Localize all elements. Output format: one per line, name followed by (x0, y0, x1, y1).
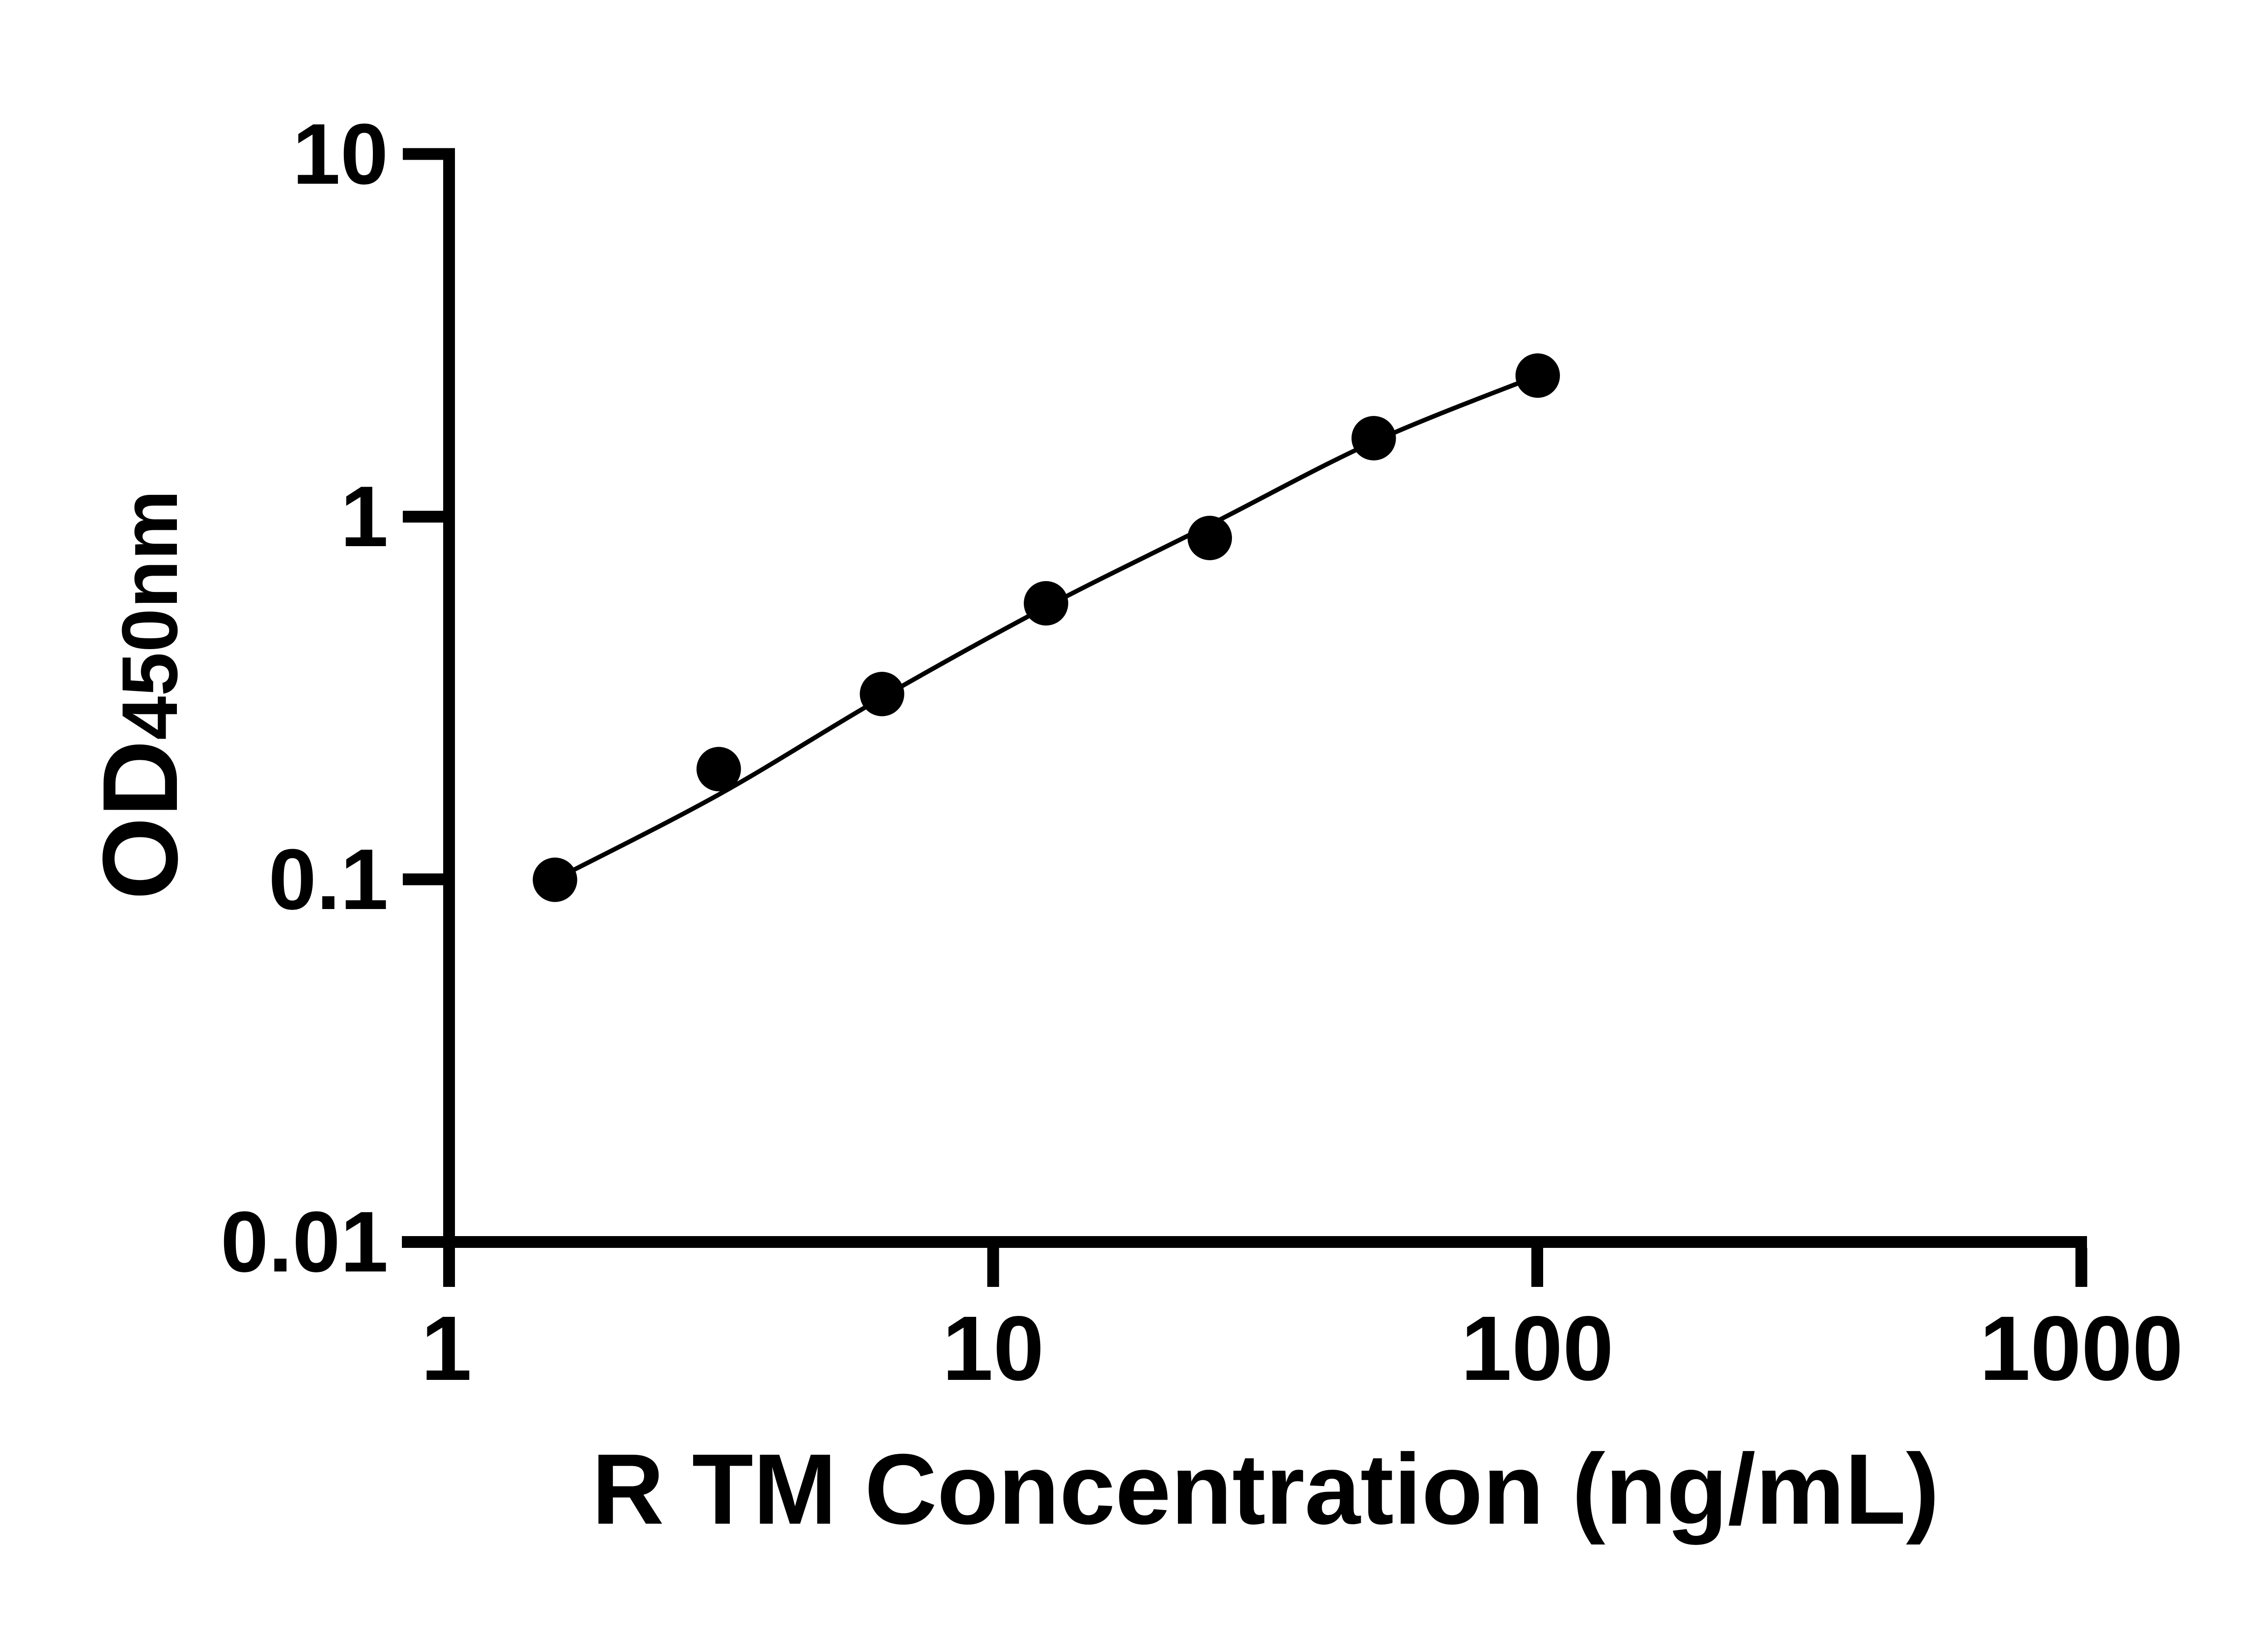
svg-text:0.01: 0.01 (220, 1194, 388, 1290)
svg-text:OD450nm: OD450nm (80, 490, 200, 900)
svg-text:10: 10 (942, 1297, 1044, 1399)
svg-text:0.1: 0.1 (269, 831, 388, 928)
svg-text:100: 100 (1461, 1297, 1613, 1399)
svg-text:1: 1 (340, 469, 388, 565)
svg-text:1000: 1000 (1980, 1297, 2183, 1399)
svg-text:10: 10 (293, 106, 388, 202)
svg-text:R TM Concentration (ng/mL): R TM Concentration (ng/mL) (592, 1433, 1940, 1545)
svg-text:1: 1 (421, 1297, 472, 1399)
